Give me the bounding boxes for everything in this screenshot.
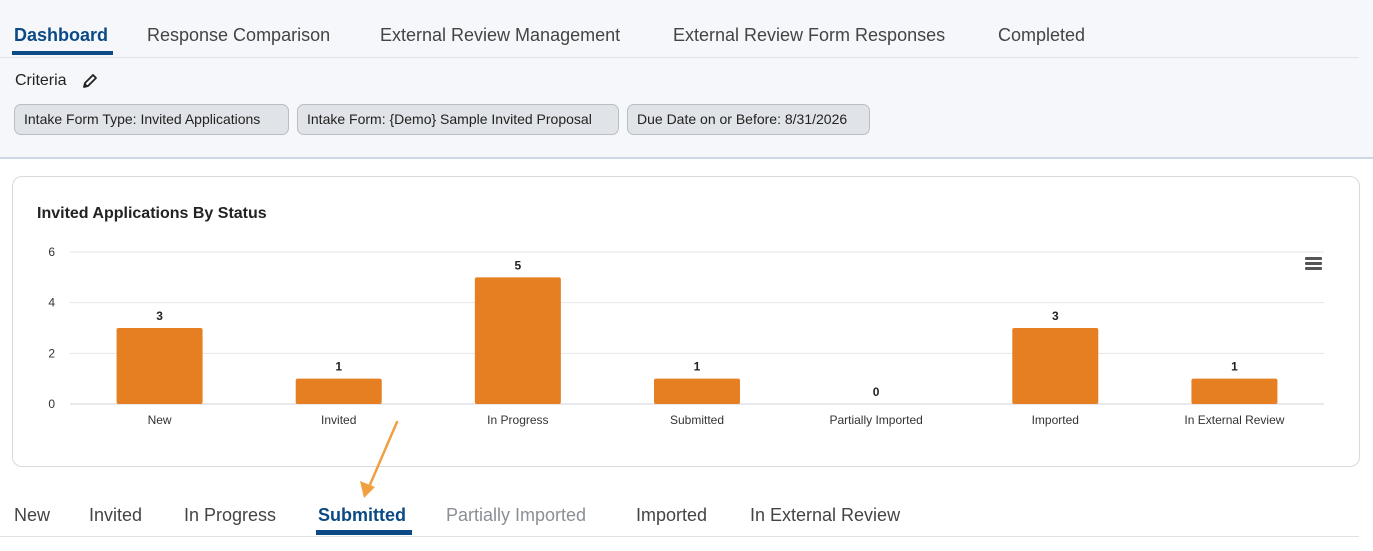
data-label: 5 <box>515 258 522 272</box>
status-tab-submitted[interactable]: Submitted <box>318 505 406 525</box>
bar <box>1012 328 1099 404</box>
data-label: 0 <box>873 385 880 399</box>
criteria-chip-intake-form[interactable]: Intake Form: {Demo} Sample Invited Propo… <box>297 104 619 135</box>
y-tick-label: 2 <box>48 346 55 360</box>
tab-external-review-management[interactable]: External Review Management <box>380 25 621 45</box>
bar <box>654 378 740 404</box>
data-label: 3 <box>156 309 163 323</box>
data-label: 3 <box>1052 309 1059 323</box>
x-tick-label: Invited <box>321 413 356 427</box>
x-tick-label: In External Review <box>1184 413 1284 427</box>
bar <box>474 277 561 404</box>
tab-dashboard[interactable]: Dashboard <box>14 25 109 45</box>
bar <box>295 378 382 404</box>
x-tick-label: Imported <box>1032 413 1079 427</box>
criteria-chip-intake-form-type[interactable]: Intake Form Type: Invited Applications <box>14 104 289 135</box>
chart-card <box>12 176 1360 467</box>
data-label: 1 <box>694 360 701 374</box>
pencil-icon[interactable] <box>81 72 99 90</box>
chart-title: Invited Applications By Status <box>37 205 267 222</box>
status-tab-new[interactable]: New <box>14 505 51 525</box>
status-tab-in-external-review[interactable]: In External Review <box>750 505 901 525</box>
active-status-tab-indicator <box>316 530 412 535</box>
x-tick-label: New <box>148 413 172 427</box>
status-tab-in-progress[interactable]: In Progress <box>184 505 277 525</box>
status-tab-divider <box>0 536 1359 537</box>
x-tick-label: In Progress <box>487 413 548 427</box>
data-label: 1 <box>335 360 342 374</box>
active-tab-indicator <box>12 51 113 55</box>
tab-completed[interactable]: Completed <box>998 25 1086 45</box>
bar <box>1191 378 1278 404</box>
hamburger-menu-icon[interactable] <box>1304 256 1324 272</box>
y-tick-label: 4 <box>48 296 55 310</box>
status-tab-partially-imported[interactable]: Partially Imported <box>446 505 587 525</box>
status-tab-imported[interactable]: Imported <box>636 505 708 525</box>
bar <box>116 328 203 404</box>
y-tick-label: 0 <box>48 397 55 411</box>
tab-response-comparison[interactable]: Response Comparison <box>147 25 331 45</box>
criteria-label: Criteria <box>15 72 67 89</box>
annotation-arrow-line <box>367 420 399 489</box>
tab-bar-divider <box>0 57 1359 58</box>
data-label: 1 <box>1231 360 1238 374</box>
y-tick-label: 6 <box>48 245 55 259</box>
status-tab-invited[interactable]: Invited <box>89 505 143 525</box>
tab-external-review-form-responses[interactable]: External Review Form Responses <box>673 25 946 45</box>
x-tick-label: Partially Imported <box>829 413 922 427</box>
x-tick-label: Submitted <box>670 413 724 427</box>
annotation-arrow-head <box>360 481 375 498</box>
criteria-header-area: Dashboard Response Comparison External R… <box>0 0 1373 159</box>
top-tab-bar: Dashboard Response Comparison External R… <box>0 0 1373 58</box>
criteria-chip-due-date[interactable]: Due Date on or Before: 8/31/2026 <box>627 104 870 135</box>
